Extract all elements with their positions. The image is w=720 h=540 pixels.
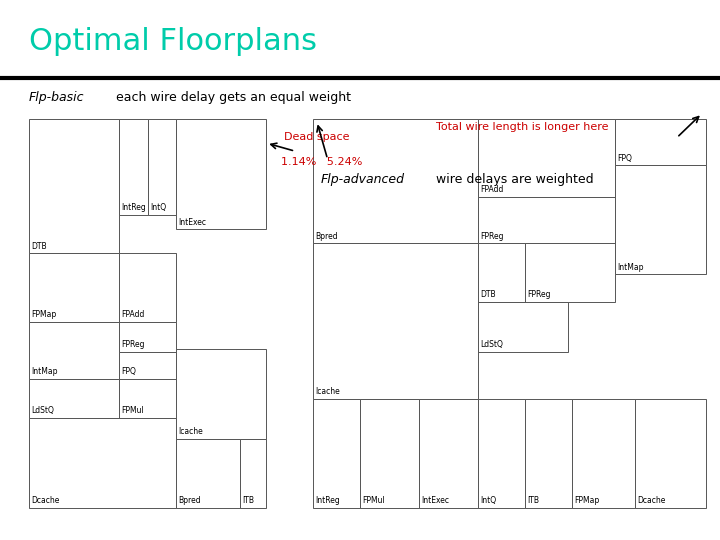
Text: FPQ: FPQ [121,367,136,376]
Bar [148,119,176,214]
Text: IntExec: IntExec [421,496,449,505]
Text: IntQ: IntQ [480,496,496,505]
Bar [29,379,119,418]
Bar [119,119,148,214]
Bar [119,379,176,418]
Text: each wire delay gets an equal weight: each wire delay gets an equal weight [112,91,351,104]
Text: Flp-basic: Flp-basic [29,91,84,104]
Text: Bpred: Bpred [179,496,201,505]
Text: Icache: Icache [315,387,340,396]
Bar [176,439,240,508]
Bar [119,253,176,322]
Text: FPQ: FPQ [618,154,632,163]
Text: IntQ: IntQ [150,203,166,212]
Bar [525,243,616,301]
Bar [360,399,419,508]
Text: FPMap: FPMap [575,496,600,505]
Text: Flp-advanced: Flp-advanced [320,173,405,186]
Text: IntMap: IntMap [618,262,644,272]
Text: LdStQ: LdStQ [31,406,54,415]
Bar [119,352,176,379]
Text: IntReg: IntReg [121,203,146,212]
Bar [419,399,478,508]
Text: FPReg: FPReg [121,340,145,349]
Bar [313,119,478,243]
Text: FPReg: FPReg [480,232,504,240]
Text: Total wire length is longer here: Total wire length is longer here [436,122,608,132]
Text: Optimal Floorplans: Optimal Floorplans [29,27,317,56]
Text: 1.14%   5.24%: 1.14% 5.24% [281,157,362,167]
Text: FPMul: FPMul [121,406,144,415]
Text: FPAdd: FPAdd [121,310,145,320]
Bar [635,399,706,508]
Bar [616,165,706,274]
Bar [525,399,572,508]
Text: LdStQ: LdStQ [480,340,503,349]
Bar [478,197,616,243]
Bar [29,322,119,379]
Bar [313,243,478,399]
Text: FPMap: FPMap [31,310,56,320]
Text: DTB: DTB [31,242,47,251]
Text: ITB: ITB [527,496,539,505]
Bar [29,119,119,253]
Bar [313,399,360,508]
Text: Dcache: Dcache [637,496,665,505]
Text: Dead space: Dead space [284,132,350,143]
Text: FPAdd: FPAdd [480,185,503,194]
Bar [119,322,176,352]
Text: IntReg: IntReg [315,496,340,505]
Bar [478,399,525,508]
Text: Dcache: Dcache [31,496,59,505]
Text: Icache: Icache [179,427,203,436]
Bar [29,253,119,322]
Bar [478,301,568,352]
Bar [176,119,266,230]
Bar [572,399,635,508]
Bar [616,119,706,165]
Text: IntMap: IntMap [31,367,58,376]
Bar [240,439,266,508]
Bar [176,349,266,439]
Text: DTB: DTB [480,290,496,299]
Text: FPMul: FPMul [362,496,385,505]
Text: ITB: ITB [243,496,254,505]
Text: FPReg: FPReg [527,290,551,299]
Text: Bpred: Bpred [315,232,338,240]
Bar [478,243,525,301]
Bar [478,119,616,197]
Bar [29,418,176,508]
Text: wire delays are weighted: wire delays are weighted [428,173,594,186]
Text: IntExec: IntExec [179,218,206,227]
